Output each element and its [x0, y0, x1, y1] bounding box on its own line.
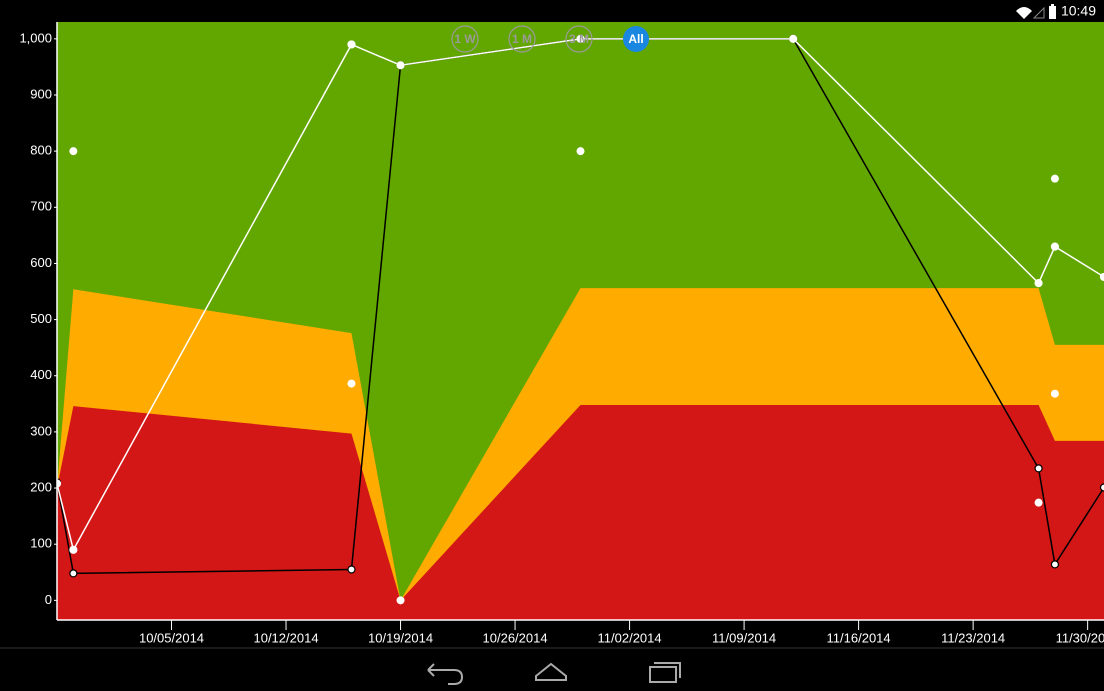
range-button-label: 3 M — [569, 32, 589, 46]
scatter-point — [1034, 498, 1043, 507]
line-marker — [1034, 278, 1043, 288]
nav-bar — [427, 662, 681, 685]
line-marker — [347, 565, 356, 574]
line-marker — [1099, 483, 1104, 492]
line-marker — [1050, 242, 1060, 251]
y-tick-label: 200 — [30, 479, 52, 494]
line-marker — [1034, 464, 1043, 473]
range-button[interactable]: All — [623, 26, 649, 52]
x-tick-label: 10/26/2014 — [483, 630, 548, 645]
x-tick-label: 11/09/2014 — [712, 630, 776, 645]
line-marker — [396, 61, 405, 70]
y-tick-label: 1,000 — [19, 30, 52, 45]
y-tick-label: 0 — [45, 592, 52, 607]
y-tick-label: 300 — [30, 423, 52, 438]
y-tick-label: 700 — [30, 199, 52, 214]
status-time: 10:49 — [1061, 3, 1096, 19]
x-tick-label: 10/19/2014 — [368, 630, 433, 645]
scatter-point — [1050, 389, 1059, 398]
x-tick-label: 11/30/2014 — [1056, 630, 1104, 645]
line-marker — [69, 545, 78, 554]
chart: 0 100 200 300 400 500 600 700 800 900 1,000 10/05/2… — [19, 22, 1104, 645]
recents-button[interactable] — [649, 662, 681, 683]
line-marker — [789, 34, 798, 43]
range-button[interactable]: 1 M — [508, 25, 536, 53]
line-marker — [1099, 272, 1104, 282]
range-button-label: All — [628, 32, 643, 46]
scatter-point — [1050, 174, 1059, 183]
scatter-point — [576, 147, 585, 156]
area-band — [57, 404, 1104, 620]
line-marker — [576, 34, 585, 43]
x-tick-label: 11/02/2014 — [598, 630, 662, 645]
line-marker — [69, 569, 78, 578]
scatter-point — [396, 596, 405, 605]
scatter-point — [69, 147, 78, 156]
y-tick-label: 400 — [30, 367, 52, 382]
y-tick-label: 900 — [30, 86, 52, 101]
y-tick-label: 500 — [30, 311, 52, 326]
line-marker — [347, 40, 356, 49]
scatter-point — [347, 379, 356, 388]
range-button-bg — [451, 25, 479, 53]
y-tick-label: 800 — [30, 143, 52, 158]
range-button-label: 1 W — [454, 32, 476, 46]
line-marker — [57, 479, 62, 488]
plot-area — [57, 22, 1104, 620]
status-icons — [1016, 4, 1056, 19]
range-button[interactable]: 1 W — [451, 25, 479, 53]
y-tick-label: 100 — [30, 536, 52, 551]
range-button[interactable]: 3 M — [565, 25, 593, 53]
x-tick-label: 10/05/2014 — [139, 630, 204, 645]
line-marker — [1050, 560, 1060, 569]
range-button-bg — [508, 25, 536, 53]
x-tick-label: 11/23/2014 — [941, 630, 1005, 645]
home-button[interactable] — [535, 662, 567, 681]
x-tick-label: 10/12/2014 — [253, 630, 318, 645]
y-tick-label: 600 — [30, 255, 52, 270]
range-button-bg — [565, 25, 593, 53]
x-tick-label: 11/16/2014 — [827, 630, 891, 645]
range-button-bg — [623, 26, 649, 52]
range-button-label: 1 M — [512, 32, 532, 46]
back-button[interactable] — [427, 663, 464, 685]
